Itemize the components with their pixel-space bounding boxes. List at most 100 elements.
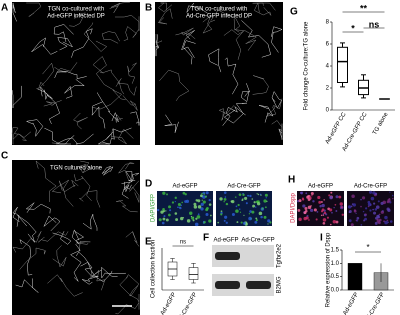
neurite bbox=[15, 278, 39, 293]
cell bbox=[225, 221, 228, 224]
cell bbox=[255, 219, 258, 222]
cell bbox=[205, 208, 209, 212]
bar bbox=[347, 263, 363, 291]
cell bbox=[347, 205, 352, 209]
cell bbox=[319, 205, 322, 208]
neurite bbox=[56, 133, 94, 145]
blot-band bbox=[215, 281, 240, 289]
panel-title: Ad-eGFP infected DP bbox=[47, 14, 105, 20]
x-tick-label: Ad-Cre-GFP bbox=[364, 292, 386, 315]
cell bbox=[195, 217, 198, 220]
cell bbox=[360, 205, 362, 208]
cell bbox=[165, 210, 167, 212]
cell bbox=[363, 219, 366, 222]
cell bbox=[309, 208, 314, 212]
blot bbox=[212, 245, 274, 267]
stain-label: DAPI/GFP bbox=[151, 194, 157, 222]
cell bbox=[203, 193, 205, 195]
significance: ** bbox=[360, 3, 368, 13]
panel-letter: H bbox=[288, 175, 295, 186]
neurite bbox=[123, 26, 140, 41]
neurite bbox=[12, 231, 42, 253]
row-label: B2MG bbox=[277, 276, 283, 293]
cell bbox=[185, 199, 190, 203]
cell bbox=[350, 223, 354, 227]
cell bbox=[312, 200, 315, 203]
cell bbox=[260, 194, 262, 196]
cell bbox=[316, 211, 319, 213]
neurite bbox=[78, 160, 92, 174]
neurite bbox=[119, 276, 140, 303]
neurite bbox=[52, 245, 67, 268]
cell bbox=[356, 216, 360, 220]
cell bbox=[335, 210, 338, 212]
cell bbox=[387, 221, 389, 223]
cell bbox=[306, 214, 309, 217]
cell bbox=[304, 207, 308, 211]
cell bbox=[163, 215, 166, 218]
cell bbox=[298, 199, 302, 203]
cell bbox=[208, 198, 211, 202]
cell bbox=[262, 207, 264, 209]
neurite bbox=[43, 215, 61, 232]
cell bbox=[252, 204, 256, 208]
cell bbox=[168, 205, 172, 209]
neurite bbox=[52, 231, 72, 245]
neurite bbox=[36, 88, 53, 100]
micrograph bbox=[155, 2, 283, 145]
neurite bbox=[53, 24, 74, 43]
neurite bbox=[157, 8, 173, 25]
neurite bbox=[208, 48, 222, 73]
y-tick-label: 8 bbox=[326, 20, 330, 26]
stain-label: DAPI/Dspp bbox=[291, 193, 297, 223]
cell bbox=[231, 213, 235, 217]
cell bbox=[373, 211, 377, 215]
cell bbox=[308, 219, 310, 221]
cell bbox=[238, 208, 241, 210]
cell bbox=[321, 208, 325, 212]
neurite bbox=[82, 213, 98, 231]
neurite bbox=[271, 90, 282, 109]
cell bbox=[377, 200, 380, 203]
column-label: Ad-Cre-GFP bbox=[227, 184, 260, 190]
y-tick-label: 6 bbox=[326, 42, 330, 48]
neurite bbox=[101, 31, 120, 44]
neurite bbox=[116, 200, 138, 213]
neurite bbox=[115, 78, 137, 96]
cell bbox=[258, 211, 263, 216]
cell bbox=[307, 205, 312, 210]
cell bbox=[335, 195, 339, 199]
cell bbox=[352, 203, 357, 207]
cell bbox=[299, 191, 303, 194]
neurite bbox=[91, 101, 106, 129]
cell bbox=[378, 213, 381, 216]
neurite bbox=[159, 69, 190, 102]
blot-band bbox=[215, 252, 240, 260]
neurite bbox=[83, 22, 108, 52]
cell bbox=[351, 194, 355, 198]
cell bbox=[249, 194, 252, 198]
cell bbox=[323, 211, 327, 215]
blot-band bbox=[246, 281, 271, 289]
neurite bbox=[101, 165, 114, 176]
cell bbox=[267, 219, 271, 223]
cell bbox=[197, 199, 201, 203]
cell bbox=[307, 198, 311, 201]
neurite bbox=[58, 180, 79, 193]
x-tick-label: TG alone bbox=[372, 111, 390, 136]
cell bbox=[313, 208, 317, 212]
neurite bbox=[111, 128, 134, 145]
cell bbox=[255, 217, 258, 220]
cell bbox=[181, 201, 183, 204]
neurite bbox=[70, 243, 82, 282]
cell bbox=[355, 212, 357, 215]
cell bbox=[177, 202, 181, 207]
neurite bbox=[12, 206, 20, 227]
cell bbox=[353, 209, 357, 213]
micrograph bbox=[12, 160, 140, 315]
cell bbox=[311, 194, 313, 197]
neurite bbox=[96, 92, 119, 123]
neurite bbox=[37, 231, 69, 243]
cell bbox=[304, 209, 308, 213]
cell bbox=[180, 216, 184, 221]
